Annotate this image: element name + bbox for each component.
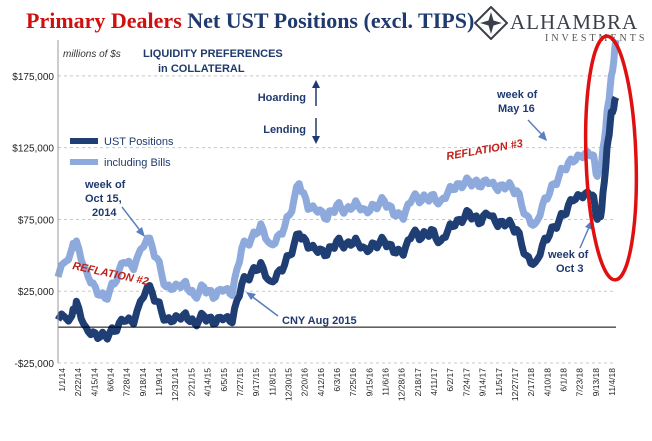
reflation3-label: REFLATION #3: [445, 138, 523, 163]
x-tick-label: 6/1/18: [558, 368, 568, 392]
x-tick-label: 2/17/18: [526, 368, 536, 397]
may16-arrow: [527, 119, 547, 141]
x-tick-label: 2/22/14: [73, 368, 83, 397]
oct3-label-1: week of: [547, 249, 589, 261]
x-tick-label: 4/10/18: [542, 368, 552, 397]
x-tick-label: 11/6/16: [381, 368, 391, 396]
x-tick-label: 2/18/17: [413, 368, 423, 397]
y-tick-label: $175,000: [12, 72, 54, 83]
series-line-including-bills: [54, 39, 620, 303]
hoarding-label: Hoarding: [258, 92, 306, 104]
chart-title: Primary Dealers Net UST Positions (excl.…: [26, 8, 474, 34]
oct3-label-2: Oct 3: [556, 263, 584, 275]
x-tick-label: 4/12/16: [316, 368, 326, 397]
y-tick-label: $125,000: [12, 144, 54, 155]
x-tick-label: 4/15/14: [89, 368, 99, 397]
x-tick-label: 9/18/14: [138, 368, 148, 397]
x-tick-label: 7/28/14: [122, 368, 132, 397]
x-tick-label: 11/8/15: [267, 368, 277, 396]
oct2014-label-2: Oct 15,: [85, 193, 122, 205]
x-tick-label: 9/15/16: [364, 368, 374, 397]
chart-title-part1: Primary Dealers: [26, 8, 182, 33]
x-tick-label: 9/14/17: [478, 368, 488, 397]
x-tick-label: 6/6/14: [106, 368, 116, 392]
x-tick-label: 9/17/15: [251, 368, 261, 397]
x-tick-label: 11/9/14: [154, 368, 164, 396]
logo-subtitle: INVESTMENTS: [545, 33, 648, 44]
lending-arrow: [312, 118, 320, 144]
x-tick-label: 7/27/15: [235, 368, 245, 397]
y-tick-label: $25,000: [18, 287, 55, 298]
x-tick-label: 2/20/16: [300, 368, 310, 397]
legend-label-ust: UST Positions: [104, 136, 174, 148]
may16-label-1: week of: [496, 89, 538, 101]
x-tick-label: 11/5/17: [494, 368, 504, 396]
liquidity-title-1: LIQUIDITY PREFERENCES: [143, 48, 283, 60]
chart-title-part2: Net UST Positions (excl. TIPS): [187, 8, 475, 33]
x-tick-label: 12/31/14: [170, 368, 180, 401]
x-tick-label: 6/3/16: [332, 368, 342, 392]
oct2014-label-1: week of: [84, 179, 126, 191]
x-tick-label: 1/1/14: [57, 368, 67, 392]
cny-arrow: [246, 292, 279, 317]
x-tick-label: 6/5/15: [219, 368, 229, 392]
x-tick-label: 4/14/15: [203, 368, 213, 397]
x-tick-label: 12/30/15: [283, 368, 293, 401]
logo-name: ALHAMBRA: [510, 10, 639, 34]
legend: UST Positions including Bills: [70, 136, 174, 169]
hoarding-arrow: [312, 80, 320, 106]
lending-label: Lending: [263, 124, 306, 136]
y-tick-label: $75,000: [18, 215, 55, 226]
unit-note: millions of $s: [63, 49, 121, 60]
axis-layer: -$25,000 $25,000 $75,000 $125,000 $175,000 1/…: [12, 40, 617, 401]
series-layer: [54, 39, 620, 343]
cny-label: CNY Aug 2015: [282, 315, 357, 327]
x-tick-label: 7/24/17: [461, 368, 471, 397]
series-line-ust-positions: [54, 95, 620, 343]
x-tick-label: 12/28/16: [397, 368, 407, 401]
oct2014-label-3: 2014: [92, 207, 117, 219]
may16-label-2: May 16: [498, 103, 535, 115]
diamond-star-icon: [474, 6, 508, 40]
x-tick-label: 12/27/17: [510, 368, 520, 401]
highlight-circle: [583, 34, 639, 282]
x-tick-label: 7/23/18: [575, 368, 585, 397]
oct2014-arrow: [121, 206, 145, 237]
x-tick-label: 11/4/18: [607, 368, 617, 396]
legend-label-bills: including Bills: [104, 157, 171, 169]
x-tick-label: 7/25/16: [348, 368, 358, 397]
x-tick-label: 9/13/18: [591, 368, 601, 397]
x-tick-label: 2/21/15: [186, 368, 196, 397]
liquidity-title-2: in COLLATERAL: [158, 63, 245, 75]
y-tick-label: -$25,000: [15, 359, 55, 370]
x-tick-label: 4/11/17: [429, 368, 439, 396]
x-tick-label: 6/2/17: [445, 368, 455, 392]
